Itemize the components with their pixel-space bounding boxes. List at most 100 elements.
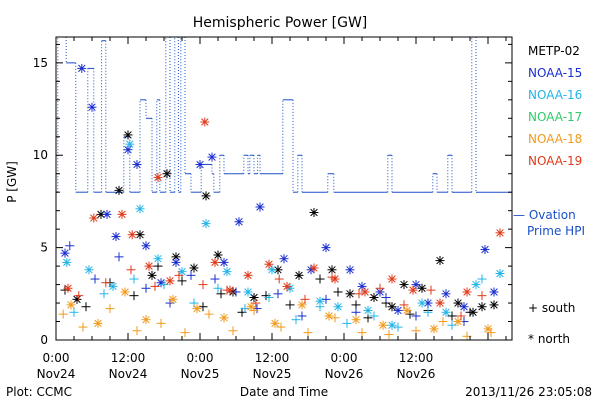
south-point bbox=[333, 287, 343, 297]
legend-entry: NOAA-18 bbox=[528, 132, 582, 146]
x-tick-label-date: Nov25 bbox=[253, 367, 292, 381]
south-point bbox=[129, 291, 139, 301]
north-point bbox=[201, 191, 211, 201]
x-tick-label-time: 12:00 bbox=[111, 351, 146, 365]
north-point bbox=[246, 302, 256, 312]
x-tick-label-time: 0:00 bbox=[331, 351, 358, 365]
x-tick-label-date: Nov26 bbox=[325, 367, 364, 381]
y-tick-label: 0 bbox=[40, 333, 48, 347]
footer-timestamp: 2013/11/26 23:05:08 bbox=[465, 385, 592, 399]
north-point bbox=[127, 230, 137, 240]
legend-south-symbol: + south bbox=[528, 301, 575, 315]
south-point bbox=[90, 274, 100, 284]
ovation-legend-line2: Prime HPI bbox=[527, 224, 585, 238]
x-axis-label: Date and Time bbox=[240, 385, 328, 399]
north-point bbox=[387, 302, 397, 312]
south-point bbox=[300, 294, 310, 304]
south-point bbox=[198, 302, 208, 312]
north-point bbox=[435, 298, 445, 308]
north-point bbox=[495, 228, 505, 238]
north-point bbox=[378, 320, 388, 330]
north-point bbox=[222, 267, 232, 277]
north-point bbox=[234, 217, 244, 227]
south-point bbox=[291, 315, 301, 325]
north-point bbox=[189, 263, 199, 273]
south-point bbox=[141, 283, 151, 293]
legend-north-symbol: * north bbox=[528, 332, 570, 346]
north-point bbox=[297, 300, 307, 310]
x-tick-label-date: Nov24 bbox=[37, 367, 76, 381]
north-point bbox=[207, 152, 217, 162]
legend-entry: NOAA-17 bbox=[528, 110, 582, 124]
south-point bbox=[315, 302, 325, 312]
north-point bbox=[480, 244, 490, 254]
ovation-hpi-line bbox=[56, 36, 512, 193]
north-point bbox=[93, 318, 103, 328]
south-point bbox=[78, 322, 88, 332]
north-point bbox=[453, 317, 463, 327]
south-point bbox=[297, 311, 307, 321]
south-point bbox=[204, 309, 214, 319]
south-point bbox=[477, 291, 487, 301]
south-point bbox=[399, 300, 409, 310]
plot-frame bbox=[55, 36, 513, 341]
north-point bbox=[345, 265, 355, 275]
ovation-legend-line1: — Ovation bbox=[513, 208, 576, 222]
south-point bbox=[303, 328, 313, 338]
north-point bbox=[429, 324, 439, 334]
south-point bbox=[240, 304, 250, 314]
north-point bbox=[270, 318, 280, 328]
south-point bbox=[447, 320, 457, 330]
south-point bbox=[58, 309, 68, 319]
x-tick-label-time: 12:00 bbox=[399, 351, 434, 365]
north-point bbox=[117, 209, 127, 219]
north-point bbox=[219, 313, 229, 323]
south-point bbox=[105, 304, 115, 314]
y-tick-label: 5 bbox=[40, 241, 48, 255]
north-point bbox=[417, 298, 427, 308]
north-point bbox=[102, 209, 112, 219]
north-point bbox=[489, 300, 499, 310]
north-point bbox=[459, 302, 469, 312]
north-point bbox=[219, 257, 229, 267]
south-point bbox=[174, 270, 184, 280]
south-point bbox=[251, 298, 261, 308]
south-point bbox=[156, 318, 166, 328]
x-tick-label-time: 0:00 bbox=[187, 351, 214, 365]
north-point bbox=[273, 265, 283, 275]
north-point bbox=[141, 241, 151, 251]
north-point bbox=[408, 285, 418, 295]
south-point bbox=[99, 289, 109, 299]
north-point bbox=[125, 139, 135, 149]
south-point bbox=[381, 293, 391, 303]
north-point bbox=[135, 230, 145, 240]
north-point bbox=[471, 280, 481, 290]
south-point bbox=[198, 280, 208, 290]
north-point bbox=[111, 232, 121, 242]
legend-entry: NOAA-19 bbox=[528, 154, 582, 168]
x-tick-label-date: Nov25 bbox=[181, 367, 220, 381]
north-point bbox=[351, 315, 361, 325]
chart-title: Hemispheric Power [GW] bbox=[193, 15, 368, 31]
south-point bbox=[273, 289, 283, 299]
north-point bbox=[63, 283, 73, 293]
south-point bbox=[249, 305, 259, 315]
north-point bbox=[135, 204, 145, 214]
south-point bbox=[101, 278, 111, 288]
north-point bbox=[87, 102, 97, 112]
north-point bbox=[171, 257, 181, 267]
south-point bbox=[81, 302, 91, 312]
south-point bbox=[375, 283, 385, 293]
y-tick-label: 10 bbox=[33, 148, 48, 162]
south-point bbox=[213, 283, 223, 293]
south-point bbox=[276, 322, 286, 332]
north-point bbox=[324, 311, 334, 321]
north-point bbox=[462, 287, 472, 297]
north-point bbox=[315, 296, 325, 306]
south-point bbox=[285, 300, 295, 310]
north-point bbox=[200, 117, 210, 127]
south-point bbox=[456, 311, 466, 321]
north-point bbox=[435, 256, 445, 266]
legend-entry: METP-02 bbox=[528, 44, 580, 58]
